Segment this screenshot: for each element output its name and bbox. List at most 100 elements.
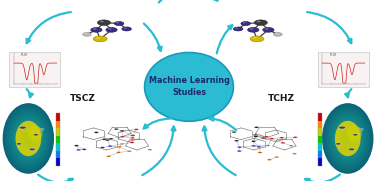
Ellipse shape (82, 33, 91, 36)
Ellipse shape (353, 134, 358, 136)
Ellipse shape (335, 120, 361, 157)
Ellipse shape (120, 143, 124, 145)
FancyBboxPatch shape (318, 136, 322, 143)
Ellipse shape (39, 129, 44, 130)
Ellipse shape (279, 137, 284, 138)
Ellipse shape (6, 107, 51, 170)
Ellipse shape (254, 136, 258, 137)
Ellipse shape (134, 129, 139, 130)
Ellipse shape (16, 143, 22, 145)
Ellipse shape (328, 112, 367, 165)
Ellipse shape (338, 125, 358, 152)
FancyBboxPatch shape (318, 151, 322, 158)
Ellipse shape (339, 126, 345, 129)
Ellipse shape (11, 114, 46, 163)
Ellipse shape (341, 129, 355, 148)
Ellipse shape (6, 108, 50, 169)
Ellipse shape (14, 119, 42, 157)
Ellipse shape (10, 113, 47, 164)
Ellipse shape (335, 121, 360, 155)
Ellipse shape (327, 110, 368, 167)
Ellipse shape (130, 142, 134, 143)
Ellipse shape (10, 114, 46, 163)
Ellipse shape (241, 22, 251, 26)
Ellipse shape (234, 140, 239, 142)
Ellipse shape (100, 147, 105, 148)
FancyBboxPatch shape (318, 52, 369, 87)
Ellipse shape (82, 149, 87, 150)
Ellipse shape (9, 112, 48, 165)
FancyBboxPatch shape (318, 128, 322, 136)
Ellipse shape (327, 110, 369, 167)
Ellipse shape (275, 33, 278, 34)
Ellipse shape (19, 126, 37, 151)
Ellipse shape (232, 131, 236, 133)
Ellipse shape (5, 106, 52, 171)
Ellipse shape (334, 119, 362, 157)
Ellipse shape (237, 146, 242, 148)
Ellipse shape (26, 135, 31, 142)
Ellipse shape (5, 107, 51, 170)
Ellipse shape (261, 137, 266, 139)
FancyBboxPatch shape (56, 121, 60, 128)
Text: TSCZ: TSCZ (70, 94, 96, 103)
Ellipse shape (342, 130, 354, 147)
Ellipse shape (108, 145, 112, 147)
Ellipse shape (324, 106, 372, 171)
Ellipse shape (254, 20, 267, 25)
Ellipse shape (24, 133, 33, 144)
Ellipse shape (130, 137, 135, 139)
Ellipse shape (7, 109, 50, 168)
Ellipse shape (107, 155, 111, 157)
Ellipse shape (344, 134, 352, 143)
Ellipse shape (263, 28, 274, 32)
FancyBboxPatch shape (56, 128, 60, 136)
Ellipse shape (25, 134, 31, 143)
Ellipse shape (345, 134, 351, 143)
FancyBboxPatch shape (56, 136, 60, 143)
Ellipse shape (325, 107, 371, 170)
Ellipse shape (347, 125, 362, 141)
Ellipse shape (13, 117, 44, 160)
Ellipse shape (257, 21, 261, 22)
Ellipse shape (251, 140, 256, 142)
Ellipse shape (105, 139, 110, 141)
Ellipse shape (251, 145, 256, 147)
Ellipse shape (22, 130, 34, 147)
Ellipse shape (131, 135, 135, 136)
Ellipse shape (94, 132, 99, 133)
Ellipse shape (337, 124, 359, 153)
Ellipse shape (267, 159, 272, 161)
Ellipse shape (76, 149, 81, 151)
Ellipse shape (336, 122, 359, 155)
Ellipse shape (116, 22, 119, 23)
Ellipse shape (326, 108, 370, 169)
Ellipse shape (114, 22, 124, 26)
Ellipse shape (336, 123, 359, 154)
Ellipse shape (19, 125, 38, 152)
Ellipse shape (237, 150, 242, 152)
Ellipse shape (9, 112, 47, 165)
Ellipse shape (338, 124, 358, 153)
Ellipse shape (96, 37, 100, 39)
Ellipse shape (330, 114, 366, 163)
Ellipse shape (281, 142, 285, 144)
Text: FT-IR: FT-IR (329, 53, 336, 57)
Ellipse shape (270, 138, 274, 139)
Text: Machine Learning
Studies: Machine Learning Studies (149, 77, 229, 97)
Ellipse shape (100, 21, 104, 22)
Ellipse shape (336, 143, 341, 145)
Ellipse shape (322, 103, 373, 174)
Ellipse shape (331, 116, 364, 161)
Ellipse shape (264, 136, 268, 138)
Ellipse shape (148, 149, 152, 151)
FancyBboxPatch shape (318, 113, 322, 121)
Ellipse shape (74, 145, 79, 146)
Ellipse shape (106, 28, 117, 32)
Ellipse shape (344, 133, 352, 144)
Ellipse shape (93, 36, 107, 42)
Ellipse shape (17, 123, 40, 154)
Ellipse shape (253, 134, 257, 136)
Ellipse shape (22, 129, 35, 148)
Ellipse shape (29, 148, 35, 151)
